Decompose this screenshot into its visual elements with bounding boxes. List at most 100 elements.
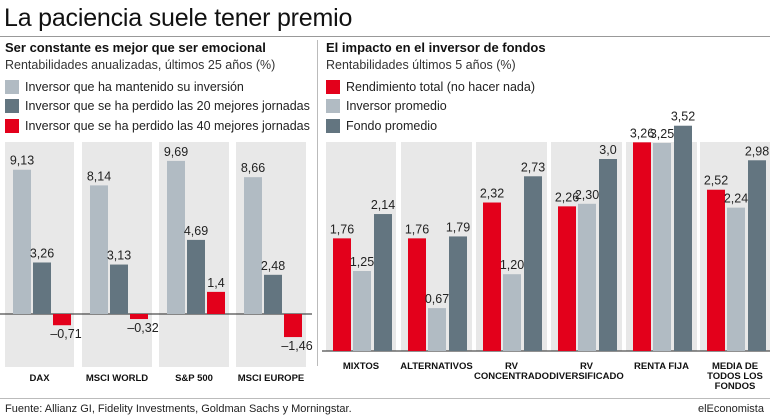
data-label: 3,0 [599,143,616,157]
category-label: ALTERNATIVOS [400,361,472,372]
data-label: 8,14 [87,169,111,183]
legend-label: Inversor promedio [346,99,447,113]
data-label: 2,32 [480,187,504,201]
bar-s-p-500-s3 [207,291,225,314]
bar-msci-europe-s3 [284,314,302,338]
category-label-line: FONDOS [715,381,756,392]
category-label-line: TODOS LOS [707,371,763,382]
data-label: 1,20 [500,258,524,272]
brand-logo-text: elEconomista [697,403,764,415]
legend-swatch-slate [5,99,19,113]
bar-alternativos-s2 [428,308,446,351]
category-label: S&P 500 [175,373,213,384]
bar-media-de-todos-los-fondos-s3 [748,160,766,351]
category-label-line: RENTA FIJA [634,361,689,372]
bar-msci-europe-s2 [264,274,282,314]
legend-swatch-red [5,119,19,133]
bar-mixtos-s2 [353,271,371,351]
legend-item-rendimiento-total: Rendimiento total (no hacer nada) [326,79,626,95]
bar-msci-europe-s1 [244,177,262,314]
data-label: –0,71 [50,327,81,341]
data-label: –1,46 [281,339,312,353]
bar-rv-concentrado-s2 [503,274,521,351]
data-label: 1,4 [207,276,224,290]
category-label: RV DIVERSIFICADO [549,361,623,382]
legend-item-mantenido: Inversor que ha mantenido su inversión [5,79,305,95]
category-label: DAX [29,373,50,384]
category-label: RV CONCENTRADO [474,361,549,382]
category-label: RENTA FIJA [634,361,689,372]
data-label: 1,25 [350,255,374,269]
data-label: 9,13 [10,154,34,168]
page-title: La paciencia suele tener premio [4,4,353,32]
bar-media-de-todos-los-fondos-s2 [727,207,745,351]
category-label: MSCI EUROPE [238,373,305,384]
left-section-subtitle: Rentabilidades anualizadas, últimos 25 a… [5,58,276,72]
data-label: 8,66 [241,161,265,175]
bar-renta-fija-s3 [674,125,692,351]
bar-msci-world-s2 [110,264,128,314]
legend-label: Inversor que se ha perdido las 20 mejore… [25,99,310,113]
category-label-line: RV [580,361,594,372]
bar-rv-concentrado-s3 [524,176,542,351]
bar-msci-world-s3 [130,314,148,320]
data-label: 3,26 [30,246,54,260]
category-label-line: MIXTOS [343,361,379,372]
legend-label: Inversor que ha mantenido su inversión [25,80,244,94]
data-label: 1,76 [330,222,354,236]
legend-swatch-red [326,80,340,94]
bar-rv-diversificado-s1 [558,206,576,351]
bar-dax-s3 [53,314,71,326]
bar-dax-s1 [13,169,31,314]
bar-s-p-500-s1 [167,160,185,314]
bar-alternativos-s1 [408,238,426,351]
data-label: 9,69 [164,145,188,159]
category-label-line: ALTERNATIVOS [400,361,472,372]
legend-label: Rendimiento total (no hacer nada) [346,80,536,94]
data-label: 3,26 [630,126,654,140]
category-label-line: DIVERSIFICADO [549,371,623,382]
bar-renta-fija-s1 [633,142,651,351]
data-label: 2,24 [724,192,748,206]
data-label: 3,52 [671,110,695,124]
data-label: 2,52 [704,174,728,188]
bar-rv-diversificado-s2 [578,203,596,351]
data-label: 3,25 [650,127,674,141]
data-label: –0,32 [127,321,158,335]
bar-mixtos-s1 [333,238,351,351]
section-divider [317,40,318,366]
bar-renta-fija-s2 [653,143,671,351]
bar-msci-world-s1 [90,185,108,314]
bar-s-p-500-s2 [187,239,205,314]
data-label: 2,98 [745,144,769,158]
data-label: 0,67 [425,292,449,306]
legend-item-inversor-promedio: Inversor promedio [326,98,626,114]
left-section-title: Ser constante es mejor que ser emocional [5,40,266,55]
legend-label: Fondo promedio [346,119,438,133]
legend-swatch-lightgray [5,80,19,94]
category-label: MEDIA DE TODOS LOS FONDOS [707,361,763,392]
category-label-line: MEDIA DE [712,361,758,372]
right-section-subtitle: Rentabilidades últimos 5 años (%) [326,58,516,72]
right-section-title: El impacto en el inversor de fondos [326,40,546,55]
data-label: 3,13 [107,249,131,263]
data-label: 2,14 [371,198,395,212]
bar-alternativos-s3 [449,236,467,351]
bar-rv-concentrado-s1 [483,202,501,351]
bar-dax-s2 [33,262,51,314]
data-label: 1,79 [446,220,470,234]
legend-label: Inversor que se ha perdido las 40 mejore… [25,119,310,133]
legend-swatch-lightgray [326,99,340,113]
category-label: MSCI WORLD [86,373,148,384]
category-label: MIXTOS [343,361,379,372]
title-rule [0,36,770,37]
data-label: 2,48 [261,259,285,273]
data-label: 4,69 [184,224,208,238]
bar-mixtos-s3 [374,214,392,351]
data-label: 1,76 [405,222,429,236]
legend-item-fondo-promedio: Fondo promedio [326,118,626,134]
footer-rule [0,398,770,399]
data-label: 2,26 [555,190,579,204]
legend-item-perdido-20: Inversor que se ha perdido las 20 mejore… [5,98,315,114]
